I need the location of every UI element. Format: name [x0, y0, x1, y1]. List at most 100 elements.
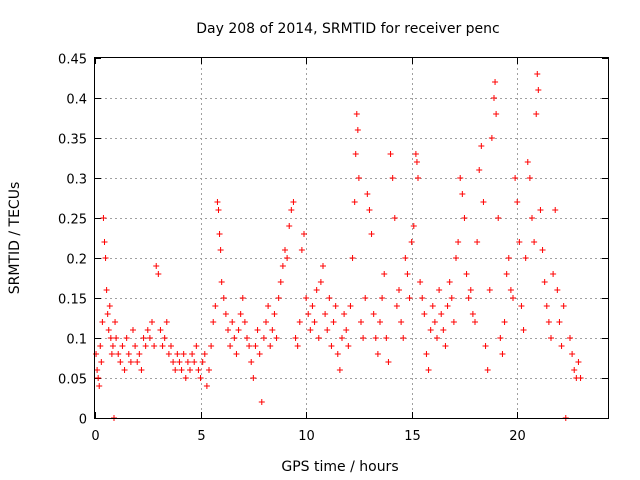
data-point [229, 319, 236, 325]
data-point [97, 343, 104, 349]
data-point [218, 279, 225, 285]
y-tick-label: 0.05 [58, 373, 87, 388]
data-point [269, 327, 276, 333]
data-point [258, 399, 265, 405]
data-point [103, 287, 110, 293]
data-point [246, 343, 253, 349]
data-point [543, 303, 550, 309]
data-point [488, 135, 495, 141]
data-point [539, 247, 546, 253]
x-tick-label: 5 [197, 429, 205, 444]
data-point [427, 327, 434, 333]
data-point [474, 239, 481, 245]
data-point [250, 375, 257, 381]
data-point [157, 327, 164, 333]
data-point [127, 359, 134, 365]
data-point [339, 335, 345, 341]
data-point [93, 351, 100, 357]
chart-title: Day 208 of 2014, SRMTID for receiver pen… [196, 21, 499, 37]
data-point [212, 303, 219, 309]
data-point [146, 335, 153, 341]
data-point [575, 359, 582, 365]
y-axis-label: SRMTID / TECUs [7, 182, 23, 295]
data-point [524, 159, 531, 165]
data-point [457, 175, 464, 181]
data-point [311, 319, 318, 325]
data-point [153, 263, 160, 269]
data-point [282, 247, 288, 253]
data-point [307, 327, 314, 333]
data-point [324, 327, 331, 333]
x-tick-label: 0 [91, 429, 99, 444]
data-point [184, 359, 191, 365]
data-point [362, 295, 369, 301]
data-point [569, 351, 576, 357]
data-point [520, 327, 527, 333]
data-point [467, 287, 474, 293]
data-point [159, 343, 166, 349]
data-point [326, 295, 333, 301]
data-point [385, 359, 392, 365]
data-point [330, 319, 337, 325]
y-tick-label: 0.3 [66, 173, 87, 188]
data-point [444, 303, 451, 309]
data-point [136, 351, 143, 357]
data-point [526, 175, 533, 181]
y-tick-label: 0.25 [58, 213, 87, 228]
data-point [374, 351, 381, 357]
data-point [556, 319, 563, 325]
data-point [317, 279, 324, 285]
data-point [267, 343, 274, 349]
data-point [510, 295, 516, 301]
data-point [400, 335, 407, 341]
data-point [151, 343, 158, 349]
data-point [322, 311, 329, 317]
data-point [237, 311, 244, 317]
data-point [191, 359, 198, 365]
data-point [263, 319, 269, 325]
data-point [429, 303, 436, 309]
data-point [512, 175, 519, 181]
x-axis-label: GPS time / hours [281, 459, 398, 475]
data-point [461, 215, 468, 221]
data-point [450, 319, 457, 325]
data-point [119, 343, 126, 349]
data-point [100, 215, 107, 221]
data-point [434, 335, 440, 341]
data-point [334, 351, 341, 357]
data-point [94, 367, 101, 373]
data-point [125, 351, 132, 357]
data-points [93, 71, 584, 421]
data-point [233, 351, 240, 357]
y-tick-label: 0.45 [58, 53, 87, 68]
data-point [478, 143, 485, 149]
data-point [106, 303, 113, 309]
data-point [121, 367, 128, 373]
data-point [406, 295, 413, 301]
data-point [482, 343, 489, 349]
data-point [108, 351, 115, 357]
data-point [102, 255, 109, 261]
y-tick-label: 0 [79, 413, 87, 428]
data-point [187, 367, 193, 373]
data-point [463, 271, 470, 277]
data-point [336, 367, 343, 373]
data-point [273, 335, 280, 341]
data-point [294, 343, 301, 349]
data-point [328, 343, 335, 349]
data-point [552, 207, 559, 213]
data-point [98, 359, 105, 365]
data-point [279, 263, 286, 269]
data-point [408, 239, 415, 245]
data-point [95, 375, 102, 381]
data-point [197, 375, 204, 381]
data-point [417, 279, 424, 285]
data-point [155, 271, 162, 277]
data-point [182, 375, 189, 381]
data-point [231, 335, 238, 341]
data-point [288, 207, 295, 213]
y-tick-label: 0.4 [66, 93, 87, 108]
data-point [501, 319, 508, 325]
data-point [577, 375, 584, 381]
